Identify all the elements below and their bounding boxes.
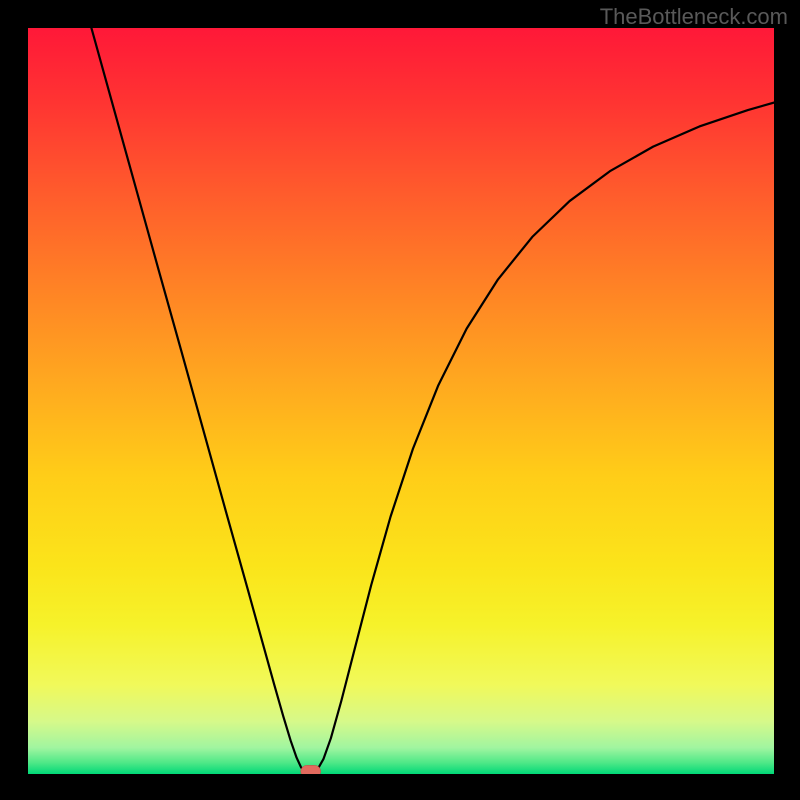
gradient-background [28,28,774,774]
watermark-text: TheBottleneck.com [600,4,788,30]
plot-area [28,28,774,774]
chart-frame: TheBottleneck.com [0,0,800,800]
chart-svg [28,28,774,774]
minimum-marker [301,765,321,774]
